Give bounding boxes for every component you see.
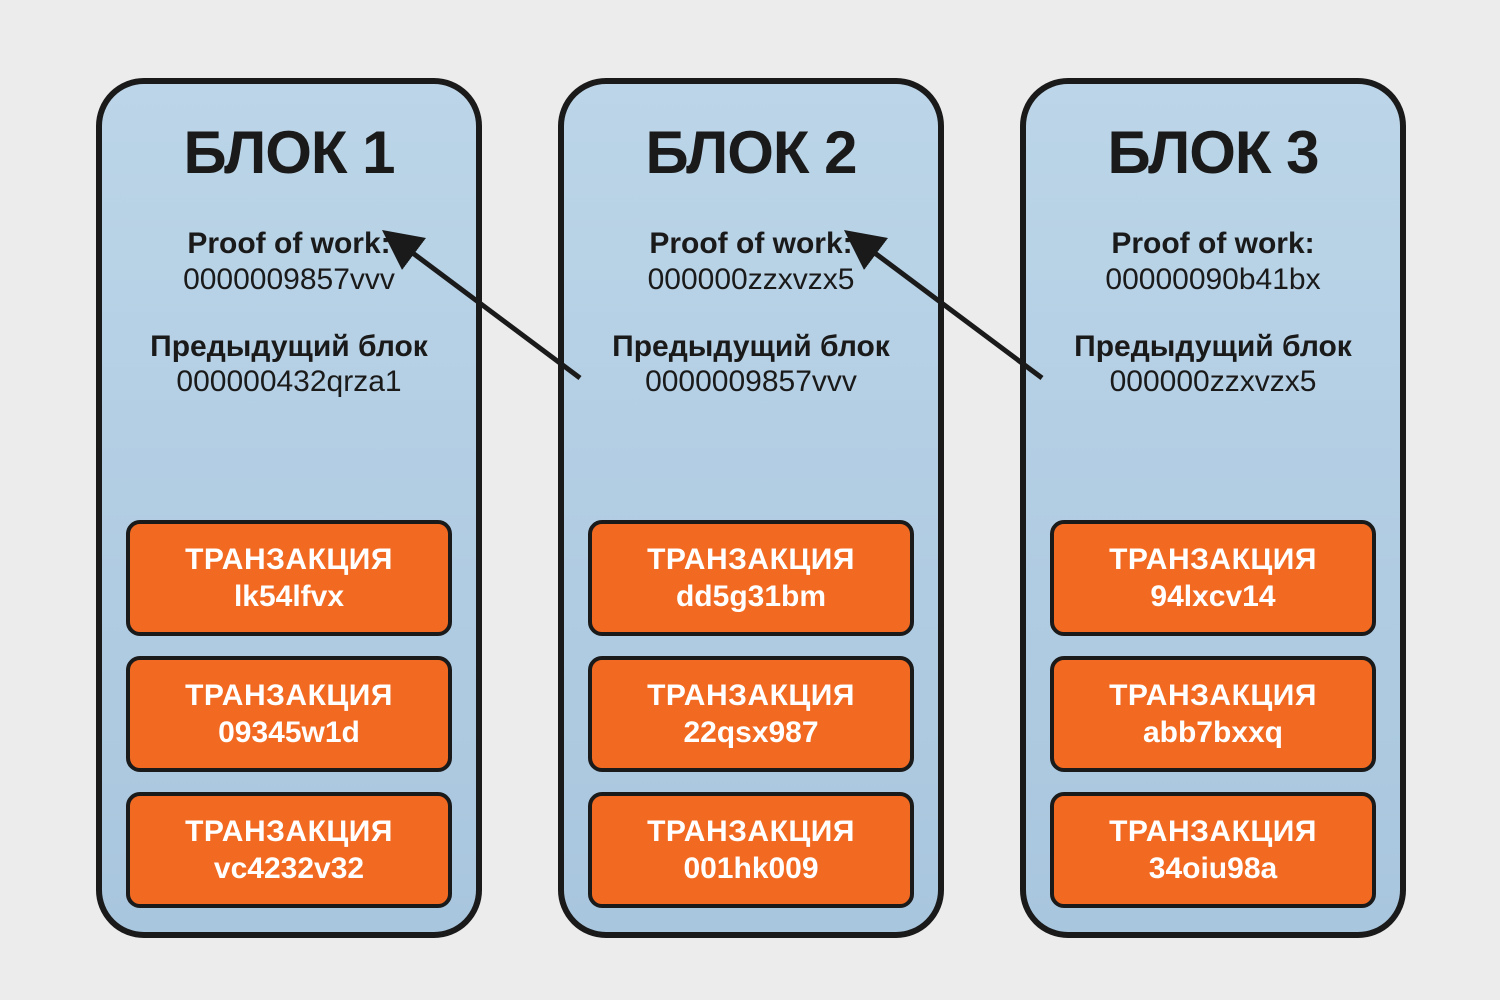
block-1-tx-2: ТРАНЗАКЦИЯ 09345w1d bbox=[126, 656, 452, 772]
block-3-prev-value: 000000zzxvzx5 bbox=[1110, 364, 1317, 400]
block-2-pow-value: 000000zzxvzx5 bbox=[648, 262, 855, 298]
block-2-title: БЛОК 2 bbox=[645, 118, 856, 187]
block-3-pow-value: 00000090b41bx bbox=[1105, 262, 1320, 298]
blockchain-diagram: БЛОК 1 Proof of work: 0000009857vvv Пред… bbox=[0, 0, 1500, 1000]
block-2-tx-3: ТРАНЗАКЦИЯ 001hk009 bbox=[588, 792, 914, 908]
block-3-tx-3: ТРАНЗАКЦИЯ 34oiu98a bbox=[1050, 792, 1376, 908]
tx-label: ТРАНЗАКЦИЯ bbox=[647, 541, 855, 579]
tx-label: ТРАНЗАКЦИЯ bbox=[185, 541, 393, 579]
block-1-tx-1-value: lk54lfvx bbox=[234, 578, 344, 616]
block-2-prev-value: 0000009857vvv bbox=[645, 364, 857, 400]
block-1-tx-list: ТРАНЗАКЦИЯ lk54lfvx ТРАНЗАКЦИЯ 09345w1d … bbox=[126, 520, 452, 908]
block-3-tx-1: ТРАНЗАКЦИЯ 94lxcv14 bbox=[1050, 520, 1376, 636]
block-2-tx-list: ТРАНЗАКЦИЯ dd5g31bm ТРАНЗАКЦИЯ 22qsx987 … bbox=[588, 520, 914, 908]
block-1-pow-label: Proof of work: bbox=[187, 227, 390, 262]
block-1-pow-value: 0000009857vvv bbox=[183, 262, 395, 298]
block-3: БЛОК 3 Proof of work: 00000090b41bx Пред… bbox=[1020, 78, 1406, 938]
block-3-tx-2: ТРАНЗАКЦИЯ abb7bxxq bbox=[1050, 656, 1376, 772]
block-3-prev-label: Предыдущий блок bbox=[1074, 330, 1352, 365]
block-2-pow-label: Proof of work: bbox=[649, 227, 852, 262]
tx-label: ТРАНЗАКЦИЯ bbox=[1109, 813, 1317, 851]
block-1-tx-1: ТРАНЗАКЦИЯ lk54lfvx bbox=[126, 520, 452, 636]
block-3-tx-3-value: 34oiu98a bbox=[1149, 850, 1277, 888]
tx-label: ТРАНЗАКЦИЯ bbox=[1109, 677, 1317, 715]
block-1-prev-label: Предыдущий блок bbox=[150, 330, 428, 365]
block-1: БЛОК 1 Proof of work: 0000009857vvv Пред… bbox=[96, 78, 482, 938]
block-3-pow-label: Proof of work: bbox=[1111, 227, 1314, 262]
block-2-tx-2-value: 22qsx987 bbox=[683, 714, 818, 752]
tx-label: ТРАНЗАКЦИЯ bbox=[647, 677, 855, 715]
block-2-tx-2: ТРАНЗАКЦИЯ 22qsx987 bbox=[588, 656, 914, 772]
block-3-tx-list: ТРАНЗАКЦИЯ 94lxcv14 ТРАНЗАКЦИЯ abb7bxxq … bbox=[1050, 520, 1376, 908]
block-3-tx-2-value: abb7bxxq bbox=[1143, 714, 1283, 752]
block-2-prev-label: Предыдущий блок bbox=[612, 330, 890, 365]
tx-label: ТРАНЗАКЦИЯ bbox=[1109, 541, 1317, 579]
block-3-title: БЛОК 3 bbox=[1107, 118, 1318, 187]
block-1-title: БЛОК 1 bbox=[183, 118, 394, 187]
block-2-tx-1-value: dd5g31bm bbox=[676, 578, 826, 616]
block-1-tx-3-value: vc4232v32 bbox=[214, 850, 364, 888]
block-1-prev-value: 000000432qrza1 bbox=[176, 364, 401, 400]
block-1-tx-3: ТРАНЗАКЦИЯ vc4232v32 bbox=[126, 792, 452, 908]
tx-label: ТРАНЗАКЦИЯ bbox=[185, 677, 393, 715]
block-2: БЛОК 2 Proof of work: 000000zzxvzx5 Пред… bbox=[558, 78, 944, 938]
tx-label: ТРАНЗАКЦИЯ bbox=[185, 813, 393, 851]
block-2-tx-1: ТРАНЗАКЦИЯ dd5g31bm bbox=[588, 520, 914, 636]
block-3-tx-1-value: 94lxcv14 bbox=[1150, 578, 1275, 616]
block-2-tx-3-value: 001hk009 bbox=[683, 850, 818, 888]
block-1-tx-2-value: 09345w1d bbox=[218, 714, 360, 752]
tx-label: ТРАНЗАКЦИЯ bbox=[647, 813, 855, 851]
